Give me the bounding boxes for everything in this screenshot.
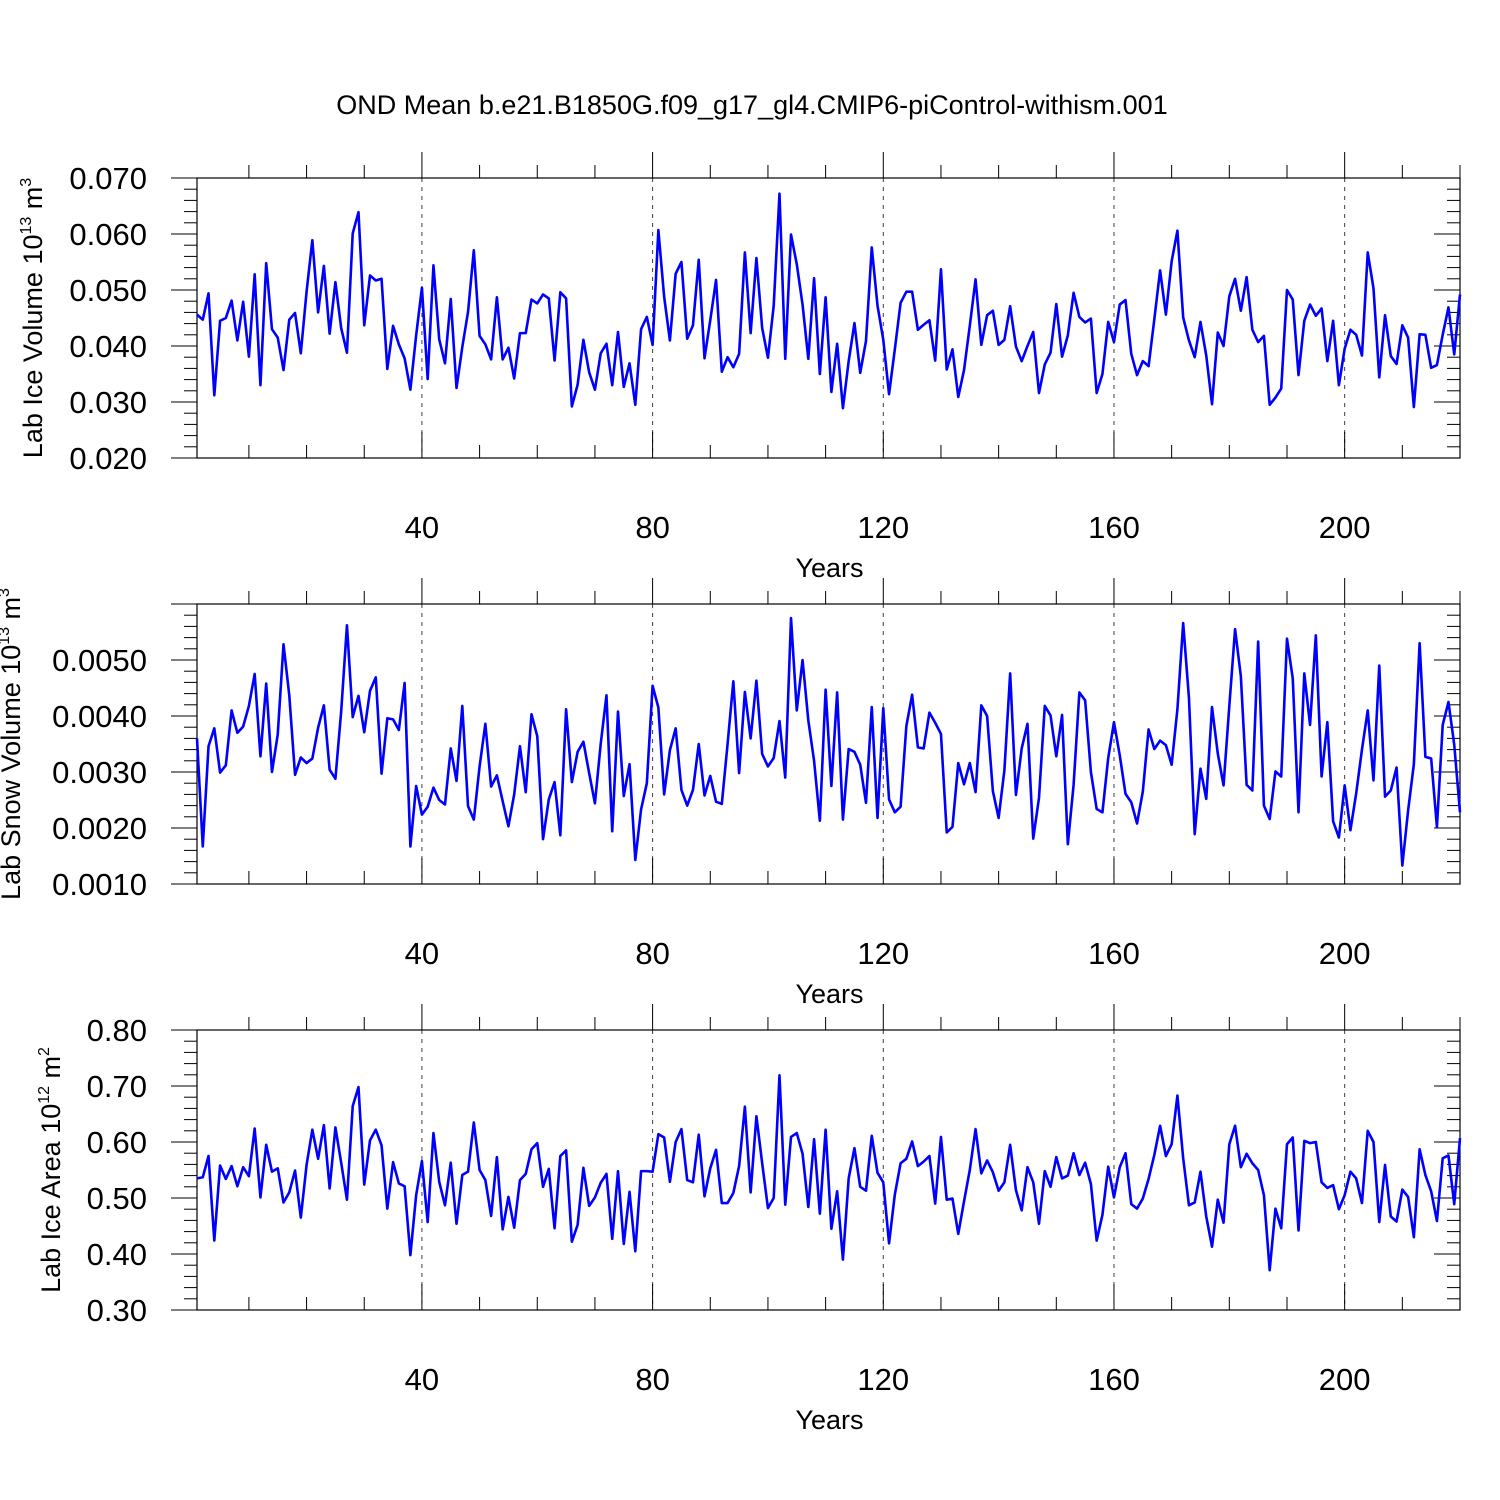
y-tick-label: 0.70 [87, 1069, 147, 1104]
x-tick-label: 40 [405, 936, 439, 971]
y-tick-label: 0.0020 [52, 811, 147, 846]
x-axis-label: Years [795, 1405, 863, 1435]
y-tick-label: 0.40 [87, 1237, 147, 1272]
y-tick-label: 0.30 [87, 1293, 147, 1328]
y-tick-label: 0.80 [87, 1013, 147, 1048]
y-tick-label: 0.60 [87, 1125, 147, 1160]
plot-frame [196, 1029, 1461, 1311]
plot-frame [196, 177, 1461, 459]
x-axis-label: Years [795, 553, 863, 583]
x-tick-label: 160 [1088, 936, 1140, 971]
x-tick-label: 120 [857, 510, 909, 545]
x-tick-label: 80 [635, 1362, 669, 1397]
y-tick-label: 0.020 [69, 441, 147, 476]
series-line [196, 1074, 1462, 1272]
x-tick-label: 160 [1088, 1362, 1140, 1397]
x-tick-label: 120 [857, 936, 909, 971]
x-tick-label: 80 [635, 510, 669, 545]
y-tick-label: 0.030 [69, 385, 147, 420]
y-axis-label: Lab Ice Volume 1013 m3 [18, 178, 48, 458]
y-tick-label: 0.50 [87, 1181, 147, 1216]
x-tick-label: 40 [405, 1362, 439, 1397]
x-tick-label: 80 [635, 936, 669, 971]
x-tick-label: 200 [1319, 510, 1371, 545]
y-tick-label: 0.0050 [52, 643, 147, 678]
y-axis-label: Lab Snow Volume 1013 m3 [0, 588, 26, 900]
y-tick-label: 0.070 [69, 161, 147, 196]
series-line [196, 192, 1462, 410]
x-tick-label: 200 [1319, 936, 1371, 971]
panel-ice-volume: 40 80 120 160 200 0.020 0.030 0.040 0.050 0.060 0.… [18, 152, 1462, 583]
panel-snow-volume: 40 80 120 160 200 0.0010 0.0020 0.0030 0.0040 0.0… [0, 578, 1462, 1009]
x-tick-label: 160 [1088, 510, 1140, 545]
panel-ice-area: 40 80 120 160 200 0.30 0.40 0.50 0.60 0.70 0.80 Yea… [36, 1004, 1462, 1435]
y-tick-label: 0.0030 [52, 755, 147, 790]
y-tick-label: 0.060 [69, 217, 147, 252]
y-tick-label: 0.0010 [52, 867, 147, 902]
y-axis-label: Lab Ice Area 1012 m2 [36, 1047, 66, 1293]
chart-title: OND Mean b.e21.B1850G.f09_g17_gl4.CMIP6-… [336, 90, 1167, 120]
x-tick-label: 40 [405, 510, 439, 545]
y-tick-label: 0.040 [69, 329, 147, 364]
x-tick-label: 120 [857, 1362, 909, 1397]
series-line [195, 616, 1462, 867]
y-tick-label: 0.0040 [52, 699, 147, 734]
y-tick-label: 0.050 [69, 273, 147, 308]
x-axis-label: Years [795, 979, 863, 1009]
x-tick-label: 200 [1319, 1362, 1371, 1397]
